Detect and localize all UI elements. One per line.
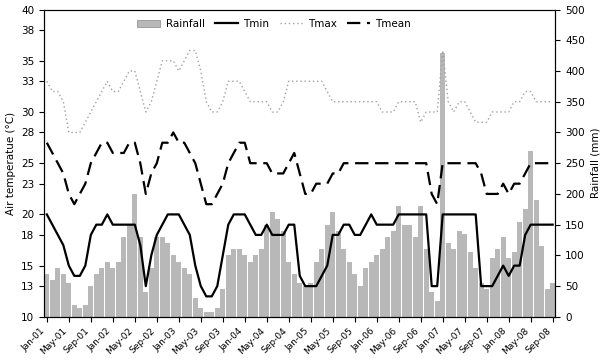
Bar — [380, 249, 385, 317]
Bar — [110, 268, 115, 317]
Bar — [484, 289, 489, 317]
Bar — [176, 261, 181, 317]
Bar — [407, 225, 412, 317]
Bar — [133, 194, 137, 317]
Bar — [413, 237, 418, 317]
Bar — [61, 274, 65, 317]
Bar — [451, 249, 456, 317]
Bar — [303, 286, 308, 317]
Bar — [292, 274, 296, 317]
Bar — [518, 222, 522, 317]
Bar — [99, 268, 104, 317]
Bar — [88, 286, 93, 317]
Bar — [369, 261, 373, 317]
Bar — [215, 308, 219, 317]
Bar — [270, 212, 275, 317]
Bar — [336, 231, 341, 317]
Y-axis label: Air temperatue (°C): Air temperatue (°C) — [5, 111, 16, 215]
Bar — [446, 243, 450, 317]
Bar — [430, 292, 434, 317]
Bar — [287, 261, 291, 317]
Bar — [155, 237, 159, 317]
Bar — [281, 231, 285, 317]
Bar — [105, 261, 110, 317]
Bar — [204, 312, 208, 317]
Bar — [149, 268, 154, 317]
Bar — [221, 289, 225, 317]
Bar — [187, 274, 192, 317]
Bar — [523, 209, 527, 317]
Bar — [495, 249, 500, 317]
Bar — [385, 237, 390, 317]
Bar — [462, 234, 467, 317]
Bar — [138, 237, 142, 317]
Bar — [353, 274, 357, 317]
Bar — [534, 200, 539, 317]
Bar — [490, 258, 494, 317]
Bar — [182, 268, 187, 317]
Bar — [550, 283, 555, 317]
Bar — [364, 268, 368, 317]
Bar — [539, 246, 544, 317]
Bar — [501, 237, 505, 317]
Bar — [198, 308, 203, 317]
Bar — [330, 212, 335, 317]
Bar — [457, 231, 462, 317]
Bar — [210, 312, 214, 317]
Bar — [248, 261, 253, 317]
Bar — [402, 225, 407, 317]
Bar — [545, 289, 550, 317]
Bar — [83, 304, 88, 317]
Bar — [512, 252, 516, 317]
Bar — [308, 283, 313, 317]
Bar — [226, 255, 231, 317]
Bar — [507, 258, 511, 317]
Legend: Rainfall, Tmin, Tmax, Tmean: Rainfall, Tmin, Tmax, Tmean — [133, 15, 415, 33]
Bar — [50, 280, 55, 317]
Bar — [528, 151, 533, 317]
Bar — [418, 206, 423, 317]
Bar — [160, 237, 165, 317]
Bar — [391, 231, 396, 317]
Bar — [264, 225, 269, 317]
Bar — [242, 255, 247, 317]
Bar — [435, 302, 439, 317]
Bar — [72, 304, 77, 317]
Bar — [358, 286, 362, 317]
Y-axis label: Rainfall (mm): Rainfall (mm) — [590, 128, 601, 198]
Bar — [473, 268, 478, 317]
Bar — [94, 274, 99, 317]
Bar — [231, 249, 236, 317]
Bar — [375, 255, 379, 317]
Bar — [298, 283, 302, 317]
Bar — [144, 292, 148, 317]
Bar — [479, 283, 484, 317]
Bar — [275, 219, 280, 317]
Bar — [259, 249, 264, 317]
Bar — [341, 249, 346, 317]
Bar — [253, 255, 258, 317]
Bar — [67, 283, 71, 317]
Bar — [468, 252, 473, 317]
Bar — [237, 249, 242, 317]
Bar — [127, 225, 132, 317]
Bar — [396, 206, 401, 317]
Bar — [424, 249, 428, 317]
Bar — [347, 261, 351, 317]
Bar — [121, 237, 126, 317]
Bar — [78, 308, 82, 317]
Bar — [441, 52, 445, 317]
Bar — [171, 255, 176, 317]
Bar — [44, 274, 49, 317]
Bar — [193, 298, 198, 317]
Bar — [56, 268, 60, 317]
Bar — [319, 249, 324, 317]
Bar — [314, 261, 319, 317]
Bar — [116, 261, 121, 317]
Bar — [165, 243, 170, 317]
Bar — [325, 225, 330, 317]
